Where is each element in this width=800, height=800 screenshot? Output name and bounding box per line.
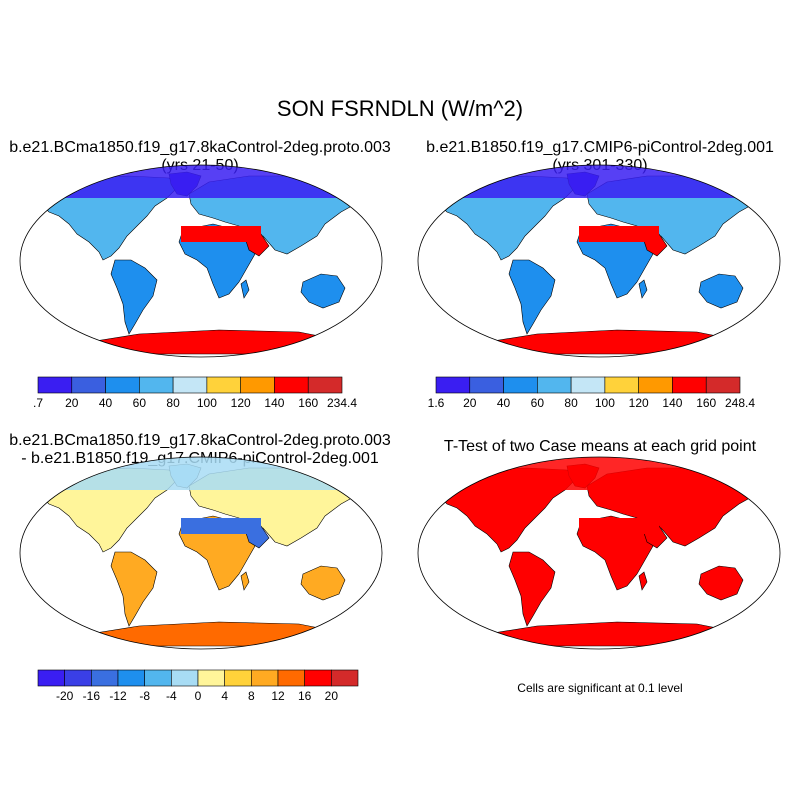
colorbar-tick-label: 12 (271, 689, 285, 703)
colorbar-box (64, 669, 92, 687)
colorbar-box (144, 669, 172, 687)
land-southAmerica (508, 551, 556, 627)
land-antarctica (87, 329, 340, 355)
map-panel-3 (19, 456, 383, 650)
land-madagascar (638, 571, 648, 591)
map-panel-2 (417, 164, 781, 358)
colorbar-box (37, 376, 73, 394)
significance-note: Cells are significant at 0.1 level (517, 681, 683, 695)
colorbar-tick-label: 20 (65, 396, 79, 410)
colorbar-tick-label: 80 (166, 396, 180, 410)
land-madagascar (240, 279, 250, 299)
figure-title: SON FSRNDLN (W/m^2) (276, 96, 524, 121)
colorbar-box (435, 376, 471, 394)
colorbar-box (469, 376, 504, 394)
colorbar-tick-label: 160 (696, 396, 716, 410)
colorbar-box (638, 376, 673, 394)
colorbar-box (224, 669, 252, 687)
colorbar-tick-label: 140 (264, 396, 284, 410)
colorbar-tick-label: .7 (33, 396, 43, 410)
colorbar-tick-label: 100 (595, 396, 615, 410)
colorbar-box (604, 376, 639, 394)
colorbar-tick-label: 60 (531, 396, 545, 410)
colorbar-box (105, 376, 140, 394)
map-border (417, 164, 781, 358)
colorbar-tick-label: 60 (133, 396, 147, 410)
land-antarctica (485, 621, 738, 647)
sahara-band (181, 226, 261, 242)
colorbar-tick-label: 80 (564, 396, 578, 410)
panel-4-title: T-Test of two Case means at each grid po… (400, 438, 800, 456)
map-border (417, 456, 781, 650)
panel-4-title-line1: T-Test of two Case means at each grid po… (443, 438, 757, 455)
colorbar-tick-label: 20 (463, 396, 477, 410)
colorbar-tick-label: 0 (195, 689, 202, 703)
land-madagascar (240, 571, 250, 591)
colorbar-tick-label: 40 (497, 396, 511, 410)
colorbar-box (331, 669, 359, 687)
colorbar-tick-label: -4 (166, 689, 177, 703)
colorbar-box (117, 669, 145, 687)
colorbar-tick-label: 20 (325, 689, 339, 703)
colorbar-tick-label: 120 (629, 396, 649, 410)
panel-3-title-line1: b.e21.BCma1850.f19_g17.8kaControl-2deg.p… (9, 432, 391, 449)
colorbar-box (307, 376, 343, 394)
map-panel-4 (417, 456, 781, 650)
colorbar-box (537, 376, 572, 394)
map-border (19, 164, 383, 358)
map-panel-1 (19, 164, 383, 358)
land-antarctica (485, 329, 738, 355)
land-southAmerica (110, 551, 158, 627)
colorbar-box (274, 376, 309, 394)
land-southAmerica (508, 259, 556, 335)
land-australia (698, 565, 744, 601)
colorbar-tick-label: 248.4 (725, 396, 755, 410)
colorbar-box (705, 376, 741, 394)
colorbar-tick-label: -16 (83, 689, 101, 703)
colorbar-tick-label: 120 (231, 396, 251, 410)
land-australia (300, 565, 346, 601)
land-australia (698, 273, 744, 309)
colorbar-tick-label: 234.4 (327, 396, 357, 410)
land-madagascar (638, 279, 648, 299)
land-southAmerica (110, 259, 158, 335)
colorbar-box (251, 669, 279, 687)
colorbar-tick-label: -8 (139, 689, 150, 703)
map-border (19, 456, 383, 650)
sahara-band (579, 226, 659, 242)
land-australia (300, 273, 346, 309)
colorbar-tick-label: 160 (298, 396, 318, 410)
colorbar-tick-label: 100 (197, 396, 217, 410)
sahara-band (181, 518, 261, 534)
colorbar-box (503, 376, 538, 394)
colorbar-box (171, 669, 199, 687)
colorbar-tick-label: 40 (99, 396, 113, 410)
colorbar-box (304, 669, 332, 687)
colorbar-box (277, 669, 305, 687)
colorbar-tick-label: 8 (248, 689, 255, 703)
colorbar-box (197, 669, 225, 687)
colorbar-tick-label: -12 (109, 689, 127, 703)
colorbar-box (570, 376, 606, 394)
sahara-band (579, 518, 659, 534)
colorbar-panel-1: .7 20 40 60 80 100 120 140 160 234.4 (33, 376, 357, 410)
colorbar-box (672, 376, 707, 394)
colorbar-panel-2: 1.6 20 40 60 80 100 120 140 160 248.4 (428, 376, 755, 410)
colorbar-box (139, 376, 174, 394)
colorbar-box (71, 376, 106, 394)
colorbar-box (91, 669, 119, 687)
colorbar-box (172, 376, 208, 394)
land-antarctica (87, 621, 340, 647)
panel-2-title-line1: b.e21.B1850.f19_g17.CMIP6-piControl-2deg… (426, 139, 774, 156)
panel-1-title-line1: b.e21.BCma1850.f19_g17.8kaControl-2deg.p… (9, 139, 391, 156)
colorbar-tick-label: 140 (662, 396, 682, 410)
colorbar-box (37, 669, 65, 687)
colorbar-box (206, 376, 241, 394)
colorbar-tick-label: 16 (298, 689, 312, 703)
colorbar-tick-label: -20 (56, 689, 74, 703)
colorbar-panel-3: -20 -16 -12 -8 -4 0 4 8 12 16 20 (37, 669, 359, 703)
colorbar-box (240, 376, 275, 394)
colorbar-tick-label: 4 (221, 689, 228, 703)
colorbar-tick-label: 1.6 (428, 396, 445, 410)
